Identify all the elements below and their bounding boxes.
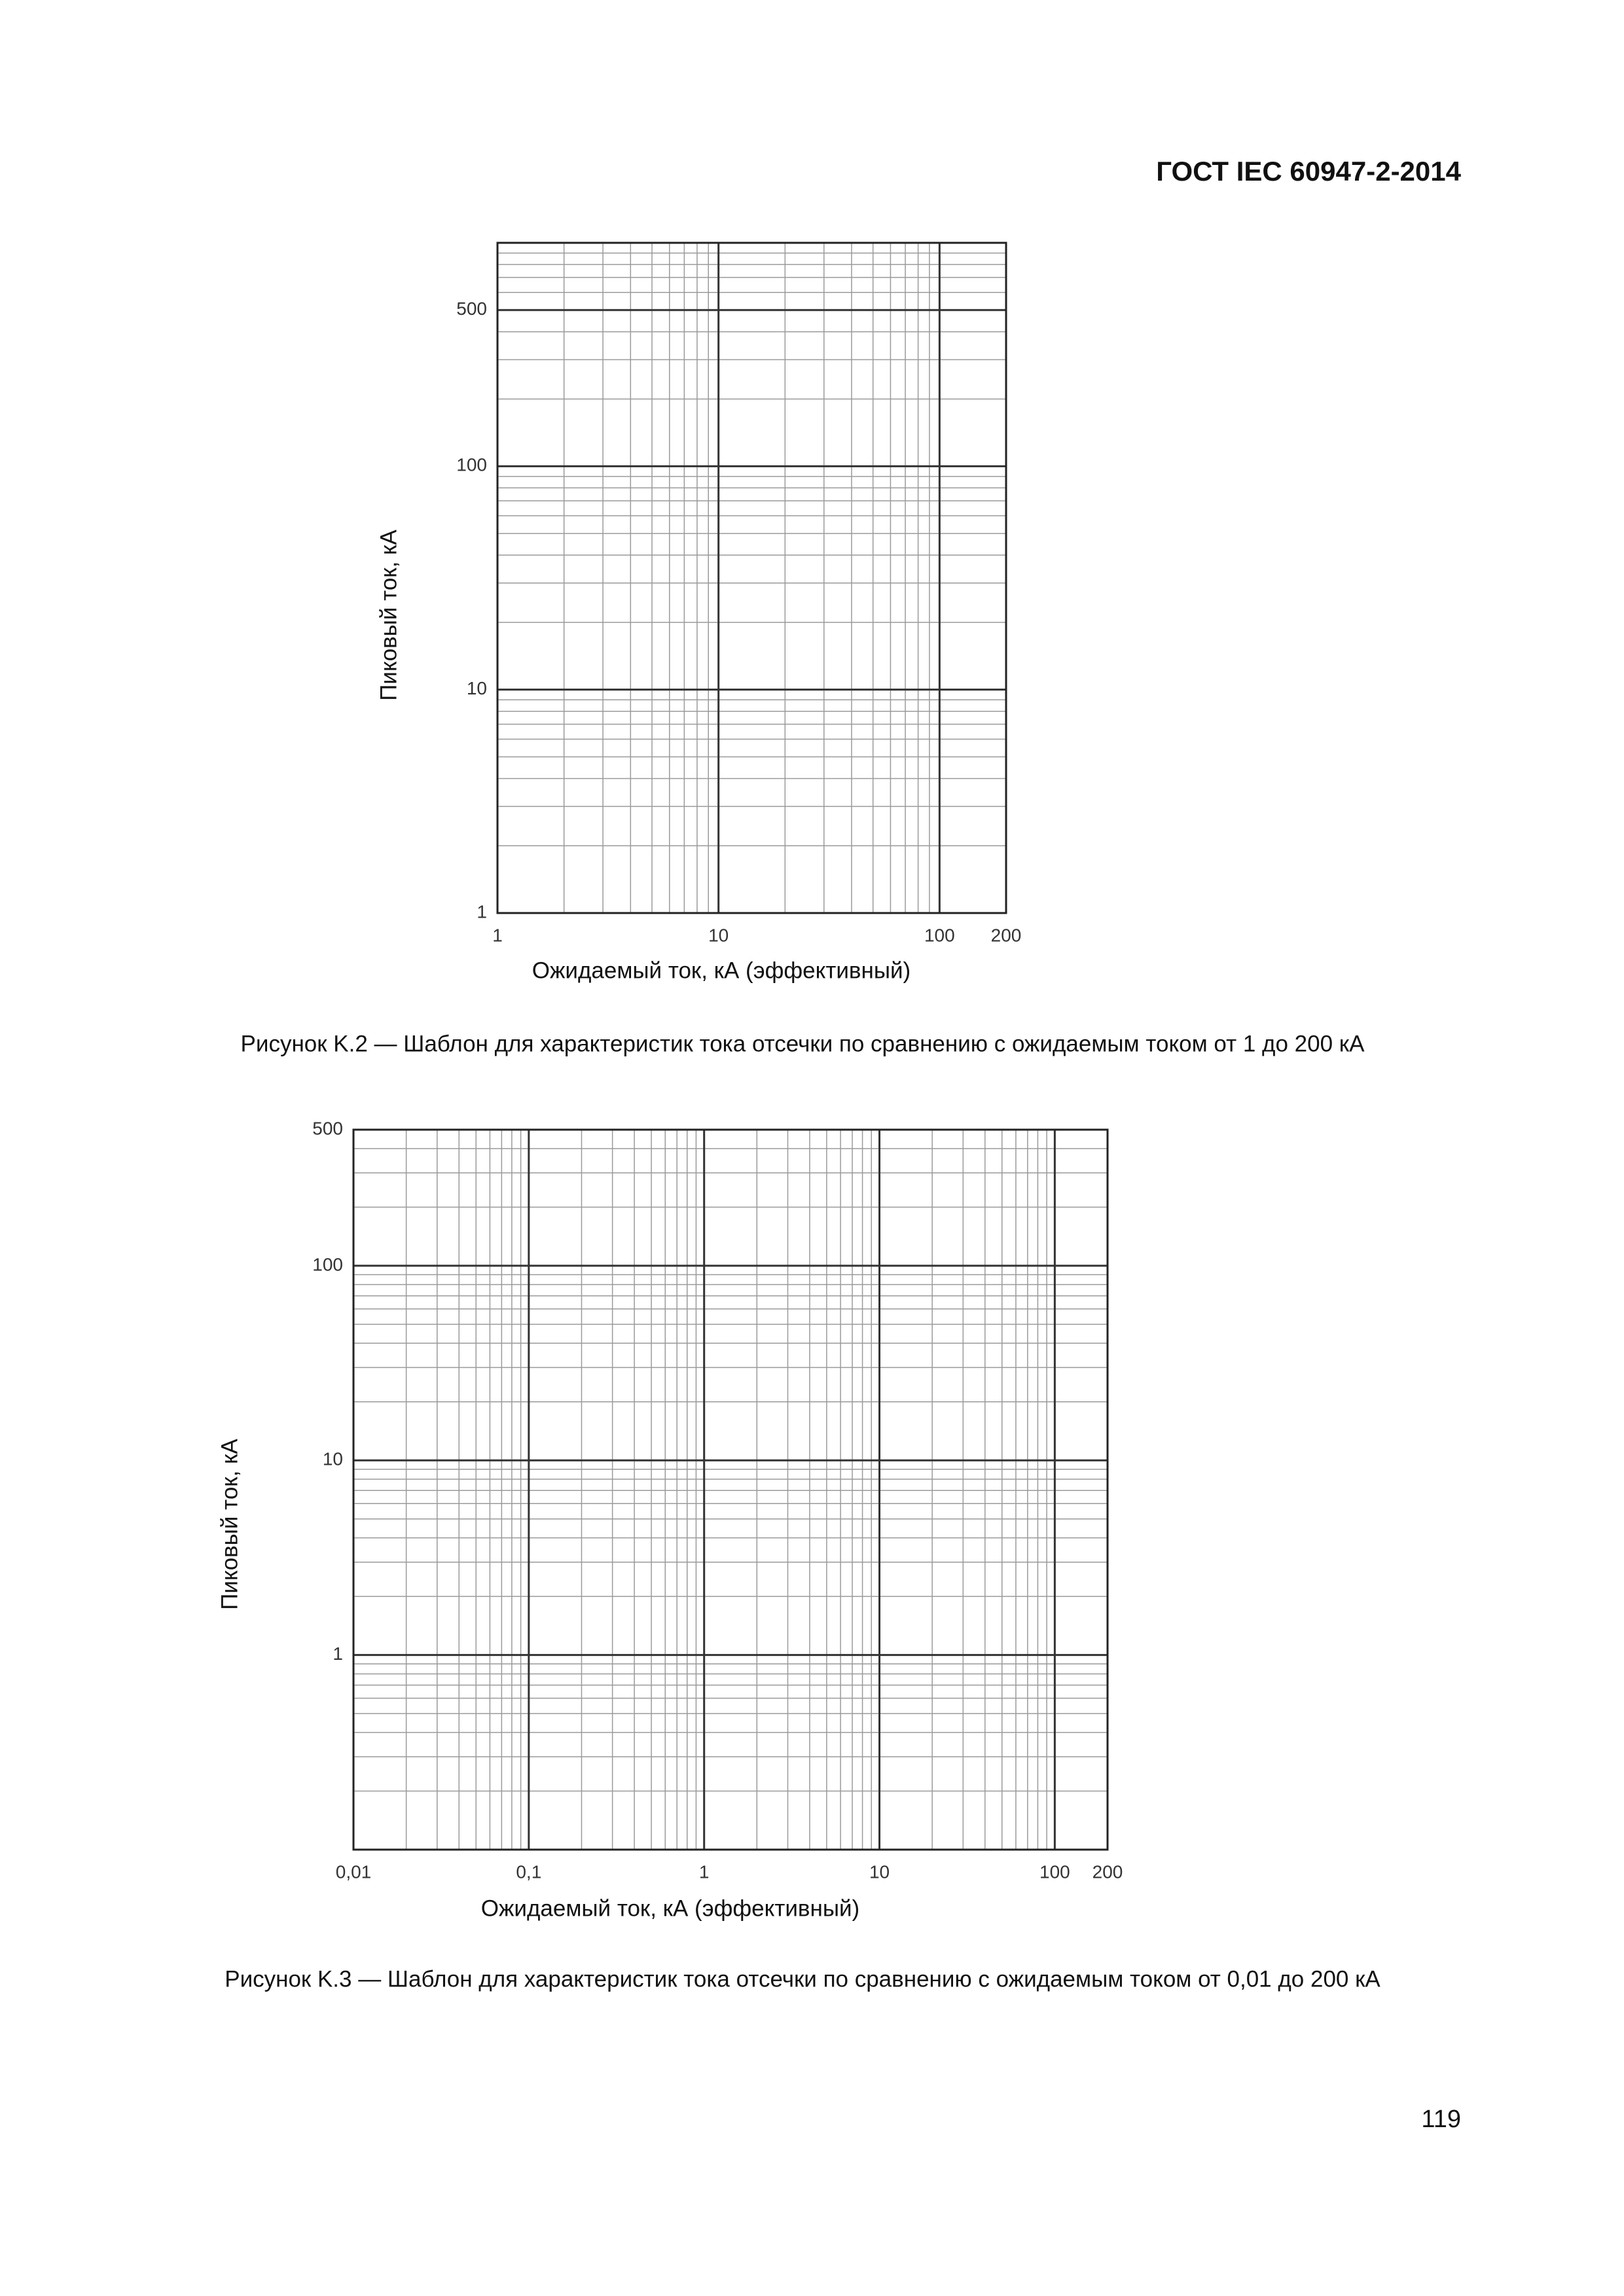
- x-tick-label: 200: [1092, 1861, 1123, 1882]
- figure-caption: Рисунок K.2 — Шаблон для характеристик т…: [241, 1031, 1365, 1056]
- header: ГОСТ IEC 60947-2-2014: [1156, 156, 1461, 187]
- x-tick-label: 1: [492, 925, 503, 945]
- x-tick-label: 100: [924, 925, 955, 945]
- x-tick-label: 1: [699, 1861, 710, 1882]
- x-tick-label: 10: [869, 1861, 890, 1882]
- x-tick-label: 0,01: [336, 1861, 372, 1882]
- plot-frame: [496, 242, 1007, 914]
- x-axis-label: Ожидаемый ток, кА (эффективный): [532, 958, 911, 983]
- x-axis-label: Ожидаемый ток, кА (эффективный): [481, 1895, 859, 1921]
- y-tick-label: 500: [312, 1118, 343, 1138]
- y-tick-label: 100: [312, 1254, 343, 1274]
- page-number: 119: [1421, 2106, 1461, 2133]
- y-axis-label: Пиковый ток, кА: [376, 529, 401, 701]
- y-axis-label: Пиковый ток, кА: [217, 1439, 242, 1610]
- x-tick-label: 10: [708, 925, 729, 945]
- y-tick-label: 1: [477, 901, 487, 922]
- plot-frame: [352, 1128, 1109, 1851]
- y-tick-label: 10: [323, 1449, 343, 1469]
- x-tick-label: 0,1: [516, 1861, 541, 1882]
- figure-caption: Рисунок K.3 — Шаблон для характеристик т…: [225, 1966, 1380, 1992]
- x-tick-label: 200: [991, 925, 1022, 945]
- y-tick-label: 10: [467, 678, 487, 698]
- x-tick-label: 100: [1039, 1861, 1070, 1882]
- y-tick-label: 500: [456, 298, 487, 319]
- y-tick-label: 100: [456, 455, 487, 475]
- y-tick-label: 1: [333, 1643, 343, 1664]
